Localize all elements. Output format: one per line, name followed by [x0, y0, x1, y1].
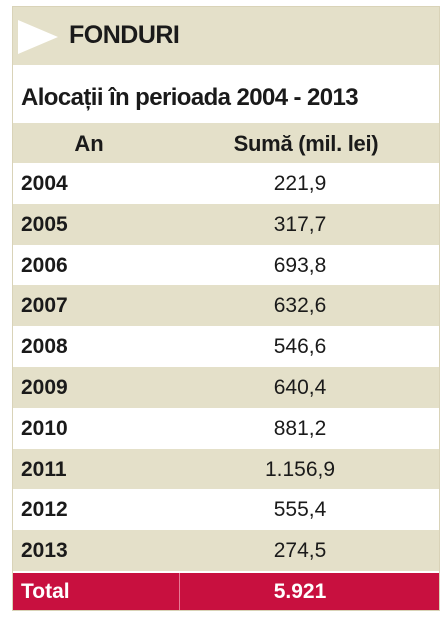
cell-year: 2005 — [21, 212, 68, 236]
total-label: Total — [21, 580, 70, 603]
cell-amount: 221,9 — [273, 172, 327, 195]
total-row: Total 5.921 — [13, 573, 439, 610]
table-row: 2013 274,5 — [13, 531, 439, 572]
arrow-icon — [18, 20, 58, 54]
cell-year: 2012 — [21, 498, 68, 522]
table-row: 2010 881,2 — [13, 408, 439, 450]
column-header-amount: Sumă (mil. lei) — [233, 131, 379, 156]
cell-year: 2006 — [21, 253, 68, 277]
cell-amount: 632,6 — [273, 294, 327, 318]
table-body: 2004 221,9 2005 317,7 2006 693,8 2007 632,6 2008… — [13, 164, 439, 572]
cell-amount: 546,6 — [273, 335, 327, 359]
table-caption-text: Alocații în perioada 2004 - 2013 — [21, 84, 359, 111]
cell-amount: 693,8 — [273, 253, 327, 277]
cell-amount: 555,4 — [273, 498, 327, 522]
cell-year: 2009 — [21, 375, 68, 399]
total-divider — [179, 573, 180, 610]
table-header-row: An Sumă (mil. lei) — [13, 123, 439, 164]
table-row: 2004 221,9 — [13, 164, 439, 205]
table-row: 2006 693,8 — [13, 245, 439, 287]
table-row: 2005 317,7 — [13, 204, 439, 246]
panel-title: FONDURI — [69, 21, 180, 49]
cell-amount: 881,2 — [273, 416, 327, 440]
cell-amount: 1.156,9 — [264, 457, 336, 481]
fund-table-panel: FONDURI Alocații în perioada 2004 - 2013… — [12, 6, 440, 611]
table-row: 2009 640,4 — [13, 367, 439, 409]
table-row: 2007 632,6 — [13, 286, 439, 328]
cell-amount: 317,7 — [273, 212, 327, 236]
column-header-year: An — [74, 131, 104, 156]
cell-year: 2010 — [21, 416, 68, 440]
panel-header: FONDURI — [13, 7, 439, 66]
cell-year: 2007 — [21, 294, 68, 318]
cell-year: 2013 — [21, 539, 68, 563]
total-value: 5.921 — [273, 580, 327, 603]
cell-year: 2008 — [21, 335, 68, 359]
cell-amount: 640,4 — [273, 375, 327, 399]
table-caption: Alocații în perioada 2004 - 2013 — [13, 66, 439, 123]
table-row: 2012 555,4 — [13, 490, 439, 532]
table-row: 2011 1.156,9 — [13, 449, 439, 491]
cell-year: 2004 — [21, 172, 68, 195]
cell-amount: 274,5 — [273, 539, 327, 563]
cell-year: 2011 — [21, 457, 67, 481]
table-row: 2008 546,6 — [13, 327, 439, 368]
